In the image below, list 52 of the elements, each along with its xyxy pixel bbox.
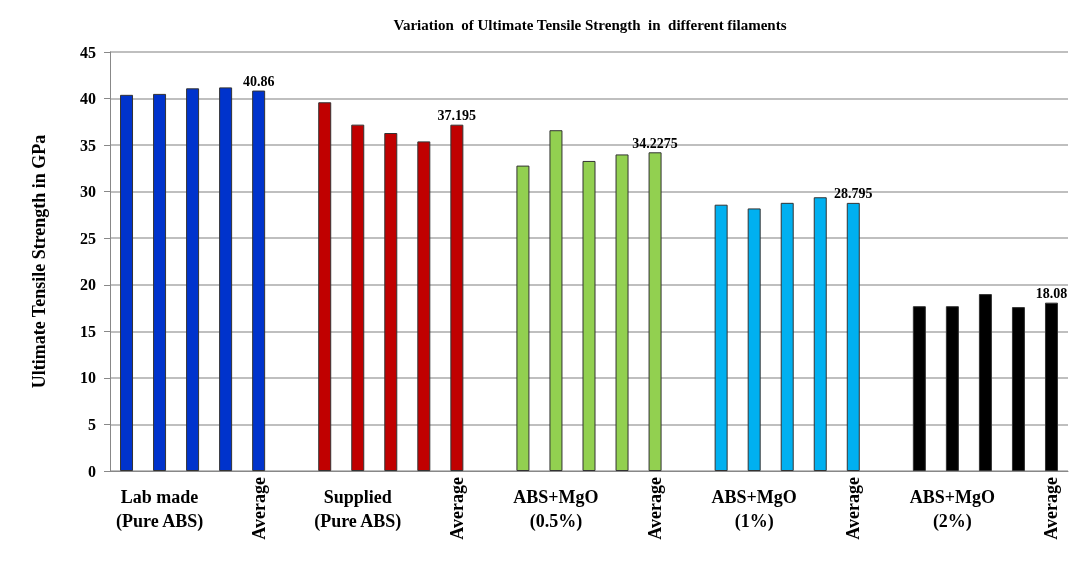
- bar: [516, 165, 530, 471]
- y-tick-label: 15: [80, 322, 96, 340]
- bar: [153, 93, 167, 471]
- x-tick-label: ABS+MgO (1%): [711, 487, 797, 532]
- y-tick-label: 20: [80, 276, 96, 294]
- bar: [648, 152, 662, 471]
- data-label: 28.795: [834, 186, 873, 202]
- bar: [912, 306, 926, 471]
- y-tick-label: 10: [80, 369, 96, 387]
- bar: [450, 124, 464, 471]
- bar: [252, 90, 266, 471]
- y-tick-label: 25: [80, 229, 96, 247]
- y-tick-label: 40: [80, 90, 96, 108]
- data-label: 18.08: [1035, 286, 1068, 302]
- bar: [945, 306, 959, 471]
- data-label: 37.195: [437, 108, 477, 124]
- x-tick-label: Average: [843, 477, 864, 540]
- y-tick-label: 0: [88, 462, 96, 480]
- bar: [1011, 307, 1025, 471]
- bar: [186, 88, 200, 471]
- bar: [714, 204, 728, 471]
- x-tick-label: Average: [1041, 477, 1062, 540]
- bar: [582, 160, 596, 471]
- x-tick-label: ABS+MgO (0.5%): [513, 487, 599, 532]
- x-tick-label: Supplied (Pure ABS): [314, 487, 402, 532]
- bar: [120, 94, 134, 471]
- x-tick-label: Lab made (Pure ABS): [115, 487, 204, 532]
- x-tick-label: Average: [248, 477, 269, 540]
- bar: [384, 133, 398, 471]
- y-tick-label: 30: [80, 183, 96, 201]
- bar: [219, 87, 233, 471]
- x-tick-label: Average: [446, 477, 467, 540]
- bar: [846, 202, 860, 471]
- data-label: 34.2275: [632, 135, 678, 151]
- bar: [747, 208, 761, 471]
- bar: [978, 294, 992, 471]
- bar: [351, 124, 365, 471]
- bar: [549, 130, 563, 471]
- bar: [318, 102, 332, 471]
- data-label: 40.86: [242, 74, 275, 90]
- x-tick-label: Average: [645, 477, 666, 540]
- bar: [1044, 302, 1058, 471]
- y-axis-title: Ultimate Tensile Strength in GPa: [29, 134, 49, 389]
- bar: [615, 154, 629, 471]
- y-tick-label: 5: [88, 415, 96, 433]
- bar: [813, 197, 827, 471]
- chart-title: Variation of Ultimate Tensile Strength in different filaments: [393, 16, 787, 33]
- bar: [780, 202, 794, 471]
- bar: [417, 141, 431, 471]
- y-tick-label: 35: [80, 136, 96, 154]
- y-tick-label: 45: [80, 43, 96, 61]
- x-tick-label: ABS+MgO (2%): [909, 487, 996, 532]
